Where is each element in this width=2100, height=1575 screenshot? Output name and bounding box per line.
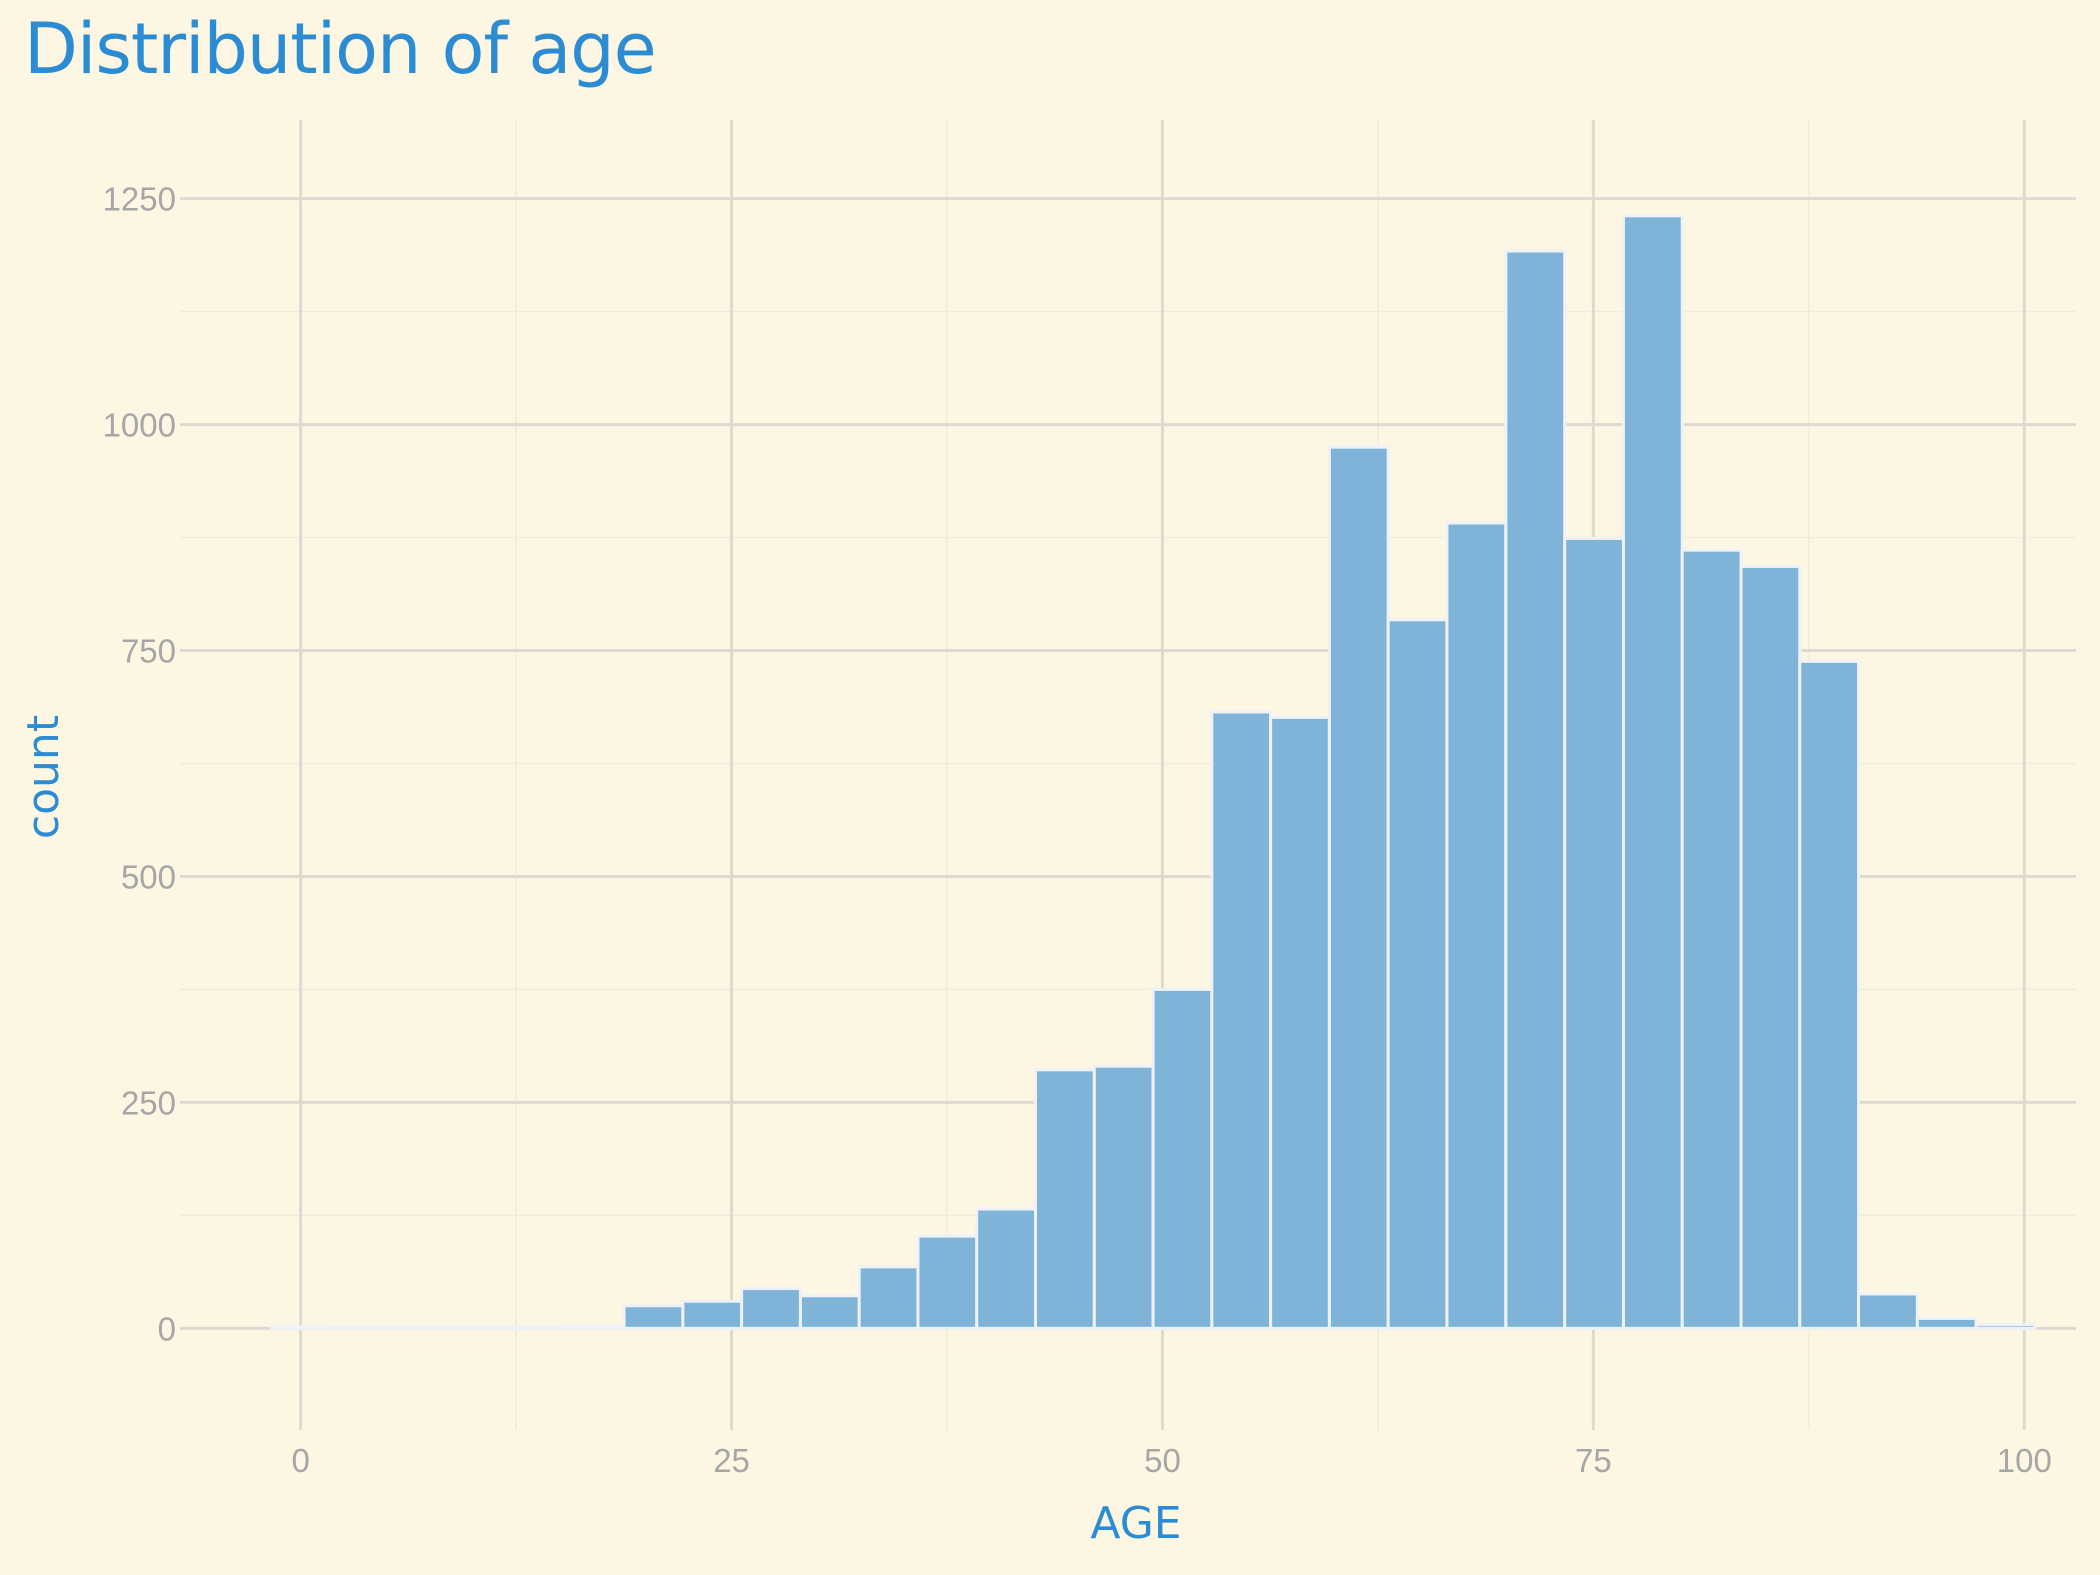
y-axis-title: count	[18, 715, 69, 839]
histogram-bar	[1563, 536, 1625, 1330]
histogram-bar	[1504, 249, 1567, 1330]
histogram-bar	[798, 1294, 861, 1330]
histogram-bar	[1327, 445, 1390, 1330]
histogram-bar	[681, 1299, 744, 1330]
histogram-bar	[740, 1287, 802, 1330]
histogram-bar	[1621, 214, 1684, 1330]
y-tick-label: 1250	[103, 181, 176, 218]
histogram-bar	[1857, 1292, 1919, 1330]
x-tick-label: 25	[713, 1442, 750, 1479]
y-axis-ticks: 0 250 500 750 1000 1250	[103, 181, 176, 1348]
histogram-bar	[563, 1324, 626, 1330]
histogram-bar	[1798, 659, 1861, 1330]
y-tick-label: 250	[121, 1084, 176, 1121]
y-tick-label: 500	[121, 858, 176, 895]
x-tick-label: 50	[1144, 1442, 1181, 1479]
y-tick-label: 1000	[103, 407, 176, 444]
histogram-bar	[1680, 548, 1743, 1330]
histogram-bar	[1974, 1323, 2037, 1330]
histogram-bar	[1269, 715, 1331, 1330]
histogram-bars	[269, 214, 2037, 1330]
histogram-bar	[1151, 987, 1214, 1330]
x-axis-ticks: 0 25 50 75 100	[291, 1442, 2051, 1479]
histogram-bar	[269, 1325, 332, 1330]
histogram-bar	[1092, 1064, 1155, 1330]
histogram-bar	[446, 1325, 508, 1330]
histogram-bar	[504, 1325, 567, 1330]
histogram-bar	[387, 1325, 450, 1330]
histogram-bar	[1210, 710, 1273, 1330]
histogram-bar	[1386, 618, 1449, 1330]
histogram-bar	[857, 1265, 920, 1330]
histogram-bar	[916, 1234, 979, 1330]
histogram-bar	[328, 1325, 391, 1330]
histogram-bar	[975, 1207, 1038, 1330]
histogram-bar	[1915, 1316, 1978, 1330]
x-tick-label: 75	[1575, 1442, 1612, 1479]
x-tick-label: 100	[1997, 1442, 2052, 1479]
histogram-bar	[1739, 564, 1802, 1330]
chart-title: Distribution of age	[24, 8, 657, 90]
y-tick-label: 750	[121, 633, 176, 670]
histogram-bar	[1445, 521, 1508, 1330]
x-tick-label: 0	[291, 1442, 309, 1479]
y-tick-label: 0	[158, 1310, 176, 1347]
histogram-bar	[622, 1304, 685, 1330]
x-axis-title: AGE	[1090, 1498, 1181, 1549]
histogram-bar	[1034, 1068, 1096, 1330]
